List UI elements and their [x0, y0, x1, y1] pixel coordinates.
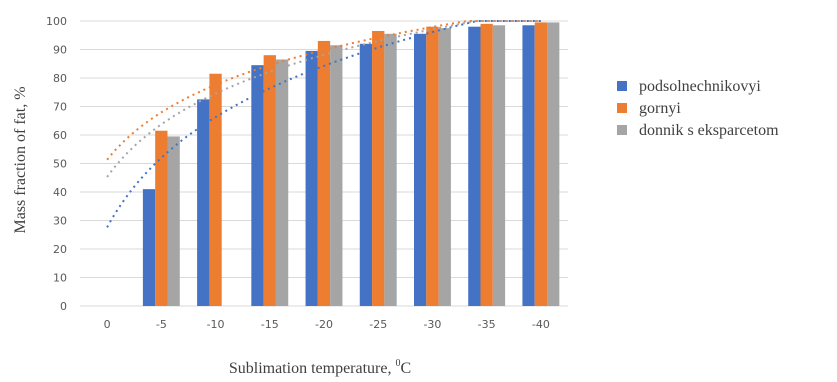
- y-tick-label: 100: [46, 15, 67, 28]
- legend-swatch-series-1: [617, 81, 627, 91]
- bar-series-2: [372, 30, 385, 306]
- bar-series-1: [251, 65, 264, 306]
- y-tick-labels: 0 10 20 30 40 50 60 70 80 90 100: [46, 15, 67, 313]
- x-tick-label: -30: [423, 318, 441, 331]
- x-tick-label: -5: [156, 318, 167, 331]
- bar-series-3: [330, 45, 343, 306]
- x-axis-title: Sublimation temperature, 0C: [229, 358, 411, 377]
- y-tick-label: 20: [53, 243, 67, 256]
- y-tick-label: 60: [53, 129, 67, 142]
- x-tick-label: -15: [261, 318, 279, 331]
- y-tick-label: 10: [53, 272, 67, 285]
- legend: podsolnechnikovyi gornyi donnik s ekspar…: [617, 78, 779, 139]
- x-tick-label: -20: [315, 318, 333, 331]
- y-tick-label: 0: [60, 300, 67, 313]
- bar-series-3: [492, 25, 506, 307]
- trendline-series-2: [106, 20, 541, 161]
- bar-series-2: [317, 40, 331, 306]
- bar-series-1: [305, 50, 318, 306]
- bar-series-3: [384, 33, 397, 306]
- bar-series-3: [275, 59, 289, 306]
- y-tick-label: 30: [53, 215, 67, 228]
- bar-series-3: [547, 22, 560, 307]
- bar-series-1: [413, 33, 427, 306]
- bar-series-1: [197, 99, 210, 306]
- x-tick-label: -35: [478, 318, 496, 331]
- x-tick-label: -25: [369, 318, 387, 331]
- bar-series-2: [426, 26, 439, 306]
- x-axis-title-superscript: 0: [395, 358, 400, 369]
- bar-series-2: [480, 23, 493, 306]
- trendlines: [106, 20, 541, 228]
- bar-series-1: [142, 189, 156, 306]
- y-tick-label: 90: [53, 44, 67, 57]
- legend-label-series-1: podsolnechnikovyi: [639, 78, 761, 95]
- bars: [142, 22, 560, 307]
- x-tick-label: -40: [532, 318, 550, 331]
- bar-series-2: [155, 130, 168, 306]
- bar-series-2: [534, 22, 548, 307]
- bar-series-1: [359, 43, 373, 307]
- legend-label-series-3: donnik s eksparcetom: [639, 122, 779, 139]
- bar-series-3: [167, 136, 180, 306]
- bar-series-1: [522, 25, 535, 307]
- y-axis-title: Mass fraction of fat, %: [12, 86, 29, 233]
- legend-label-series-2: gornyi: [639, 100, 681, 117]
- legend-swatch-series-2: [617, 103, 627, 113]
- bar-series-1: [468, 26, 481, 306]
- bar-series-2: [209, 73, 222, 306]
- legend-swatch-series-3: [617, 125, 627, 135]
- y-tick-label: 50: [53, 158, 67, 171]
- x-axis-title-text: Sublimation temperature,: [229, 360, 396, 377]
- trendline-series-3: [106, 20, 541, 178]
- x-axis-title-unit: C: [400, 360, 411, 377]
- trendline-series-1: [106, 20, 541, 228]
- x-tick-labels: 0 -5 -10 -15 -20 -25 -30 -35 -40: [104, 318, 550, 331]
- bar-series-2: [263, 55, 276, 307]
- bar-series-3: [438, 28, 451, 306]
- y-tick-label: 80: [53, 72, 67, 85]
- y-tick-label: 40: [53, 186, 67, 199]
- x-tick-label: 0: [104, 318, 111, 331]
- x-tick-label: -10: [207, 318, 225, 331]
- y-tick-label: 70: [53, 101, 67, 114]
